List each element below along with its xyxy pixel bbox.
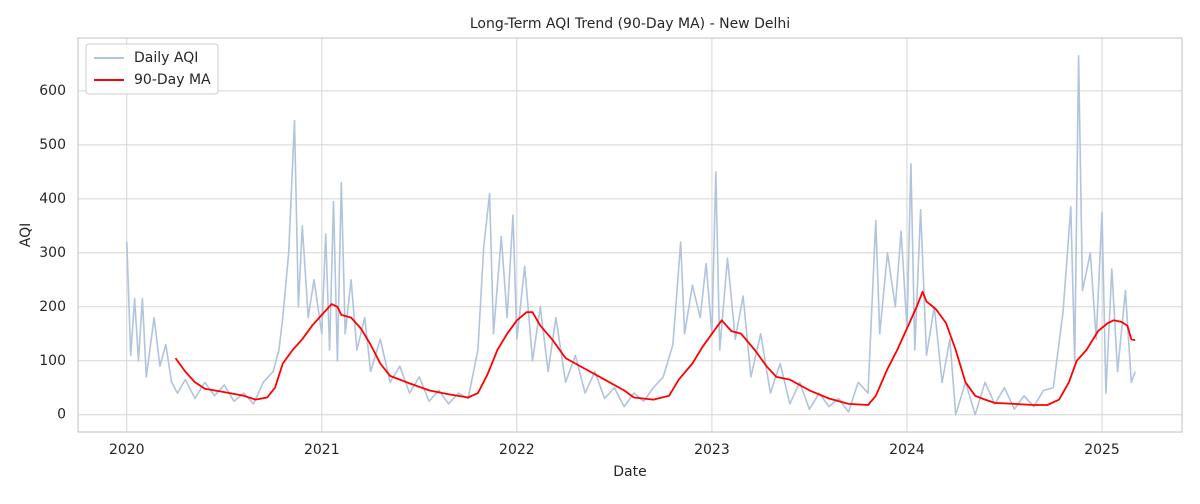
x-tick-label: 2025	[1084, 442, 1120, 458]
legend-label: Daily AQI	[134, 50, 198, 66]
chart-title: Long-Term AQI Trend (90-Day MA) - New De…	[470, 16, 790, 32]
x-tick-label: 2020	[109, 442, 145, 458]
y-tick-label: 400	[39, 191, 66, 207]
x-tick-label: 2021	[304, 442, 340, 458]
x-axis-label: Date	[613, 464, 646, 480]
y-tick-label: 0	[57, 407, 66, 423]
x-tick-label: 2024	[889, 442, 925, 458]
y-tick-label: 200	[39, 299, 66, 315]
y-tick-label: 100	[39, 353, 66, 369]
y-tick-label: 600	[39, 83, 66, 99]
x-tick-label: 2023	[694, 442, 730, 458]
y-tick-label: 300	[39, 245, 66, 261]
plot-frame	[77, 37, 1183, 433]
x-tick-label: 2022	[499, 442, 535, 458]
y-tick-label: 500	[39, 137, 66, 153]
legend-box	[85, 43, 219, 95]
data-line	[174, 290, 1136, 406]
data-line	[126, 55, 1136, 416]
legend-label: 90-Day MA	[134, 72, 211, 88]
y-axis-label: AQI	[18, 223, 34, 247]
